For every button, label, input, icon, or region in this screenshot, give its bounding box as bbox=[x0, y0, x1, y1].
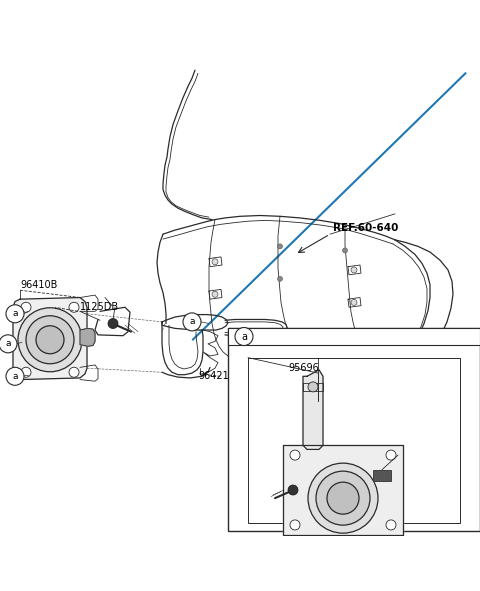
Text: a: a bbox=[189, 317, 195, 326]
Bar bbox=[248, 358, 460, 522]
Text: a: a bbox=[5, 339, 11, 348]
Circle shape bbox=[212, 291, 218, 297]
Circle shape bbox=[69, 302, 79, 312]
Circle shape bbox=[108, 319, 118, 329]
Polygon shape bbox=[13, 297, 87, 379]
Circle shape bbox=[288, 485, 298, 495]
Circle shape bbox=[6, 368, 24, 385]
Text: 95696: 95696 bbox=[288, 363, 319, 373]
Circle shape bbox=[308, 382, 318, 392]
Circle shape bbox=[26, 316, 74, 364]
Circle shape bbox=[327, 482, 359, 514]
Circle shape bbox=[212, 259, 218, 265]
Circle shape bbox=[21, 367, 31, 377]
Circle shape bbox=[69, 367, 79, 377]
Circle shape bbox=[290, 450, 300, 460]
Text: a: a bbox=[12, 372, 18, 381]
Circle shape bbox=[343, 248, 348, 253]
Circle shape bbox=[386, 520, 396, 530]
Circle shape bbox=[18, 308, 82, 372]
Text: a: a bbox=[12, 309, 18, 319]
Text: 96410B: 96410B bbox=[20, 280, 58, 290]
Circle shape bbox=[351, 300, 357, 306]
Bar bbox=[228, 327, 480, 346]
Circle shape bbox=[21, 302, 31, 312]
Circle shape bbox=[0, 335, 17, 353]
Circle shape bbox=[36, 326, 64, 354]
Polygon shape bbox=[283, 446, 403, 535]
Circle shape bbox=[290, 520, 300, 530]
Circle shape bbox=[316, 471, 370, 525]
Circle shape bbox=[277, 277, 283, 281]
Text: 1125DB: 1125DB bbox=[80, 302, 119, 312]
Circle shape bbox=[183, 313, 201, 331]
Circle shape bbox=[277, 244, 283, 249]
Polygon shape bbox=[303, 370, 323, 449]
Polygon shape bbox=[80, 329, 95, 346]
Circle shape bbox=[308, 463, 378, 533]
Text: a: a bbox=[241, 332, 247, 342]
Circle shape bbox=[386, 450, 396, 460]
Circle shape bbox=[6, 305, 24, 323]
Text: REF.60-640: REF.60-640 bbox=[333, 223, 398, 232]
Text: 96421C: 96421C bbox=[198, 371, 236, 381]
Bar bbox=[373, 470, 391, 481]
Circle shape bbox=[351, 267, 357, 273]
Bar bbox=[228, 327, 480, 531]
Circle shape bbox=[235, 327, 253, 346]
